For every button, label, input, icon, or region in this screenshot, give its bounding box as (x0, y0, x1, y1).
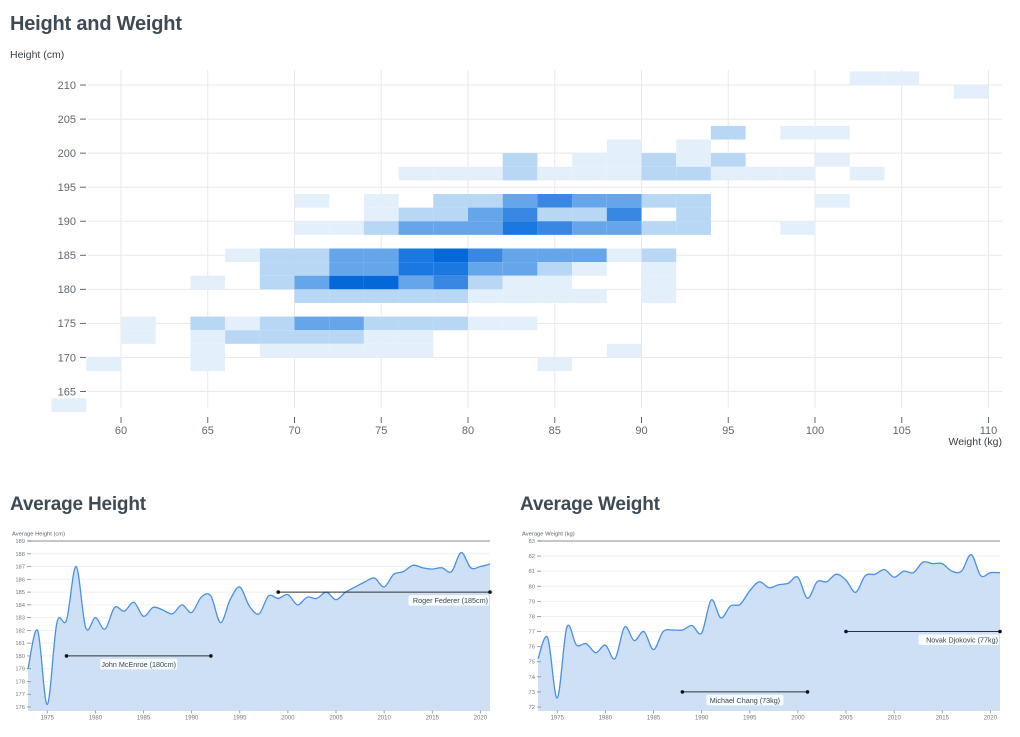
area-y-axis-label: Average Height (cm) (12, 532, 65, 538)
svg-text:188: 188 (15, 552, 25, 558)
svg-text:1985: 1985 (137, 716, 151, 722)
svg-text:76: 76 (529, 645, 535, 651)
svg-text:80: 80 (529, 584, 535, 590)
annotation-label: John McEnroe (180cm) (101, 660, 176, 669)
svg-text:1980: 1980 (89, 716, 103, 722)
svg-text:182: 182 (15, 628, 25, 634)
svg-text:189: 189 (15, 539, 25, 545)
svg-text:78: 78 (529, 614, 535, 620)
svg-text:179: 179 (15, 667, 25, 673)
heatmap-gridlines (88, 70, 1002, 408)
svg-text:83: 83 (529, 539, 535, 545)
svg-text:2015: 2015 (426, 716, 440, 722)
svg-text:185: 185 (58, 250, 76, 262)
svg-text:180: 180 (58, 284, 76, 296)
heatmap-plot: 165 170 175 180 185 190 195 200 205 210 60 65 70 75 80… (51, 70, 1002, 437)
svg-text:75: 75 (529, 660, 535, 666)
svg-text:74: 74 (529, 675, 536, 681)
svg-text:181: 181 (15, 641, 25, 647)
annotation: Roger Federer (185cm) (276, 590, 492, 606)
annotation: John McEnroe (180cm) (64, 654, 213, 670)
svg-text:1975: 1975 (551, 716, 565, 722)
svg-text:1980: 1980 (599, 716, 613, 722)
svg-text:205: 205 (58, 114, 76, 126)
area-fill (538, 554, 1000, 711)
svg-text:85: 85 (549, 425, 561, 437)
svg-text:165: 165 (58, 386, 76, 398)
svg-text:180: 180 (15, 654, 25, 660)
svg-text:105: 105 (893, 425, 911, 437)
svg-text:1995: 1995 (743, 716, 757, 722)
area-fill (28, 552, 490, 711)
svg-text:100: 100 (806, 425, 824, 437)
svg-text:2020: 2020 (984, 716, 998, 722)
svg-text:2005: 2005 (839, 716, 853, 722)
svg-text:175: 175 (58, 318, 76, 330)
svg-text:1975: 1975 (41, 716, 55, 722)
svg-text:72: 72 (529, 705, 535, 711)
svg-text:81: 81 (529, 569, 535, 575)
svg-text:195: 195 (58, 182, 76, 194)
svg-text:185: 185 (15, 590, 25, 596)
svg-text:1990: 1990 (185, 716, 199, 722)
svg-text:2010: 2010 (377, 716, 391, 722)
svg-text:75: 75 (375, 425, 387, 437)
svg-text:80: 80 (462, 425, 474, 437)
area-axes: 83 82 81 80 79 78 77 76 75 74 73 72 1975 1980 1985 1990… (522, 532, 998, 722)
svg-text:2005: 2005 (329, 716, 343, 722)
heatmap-y-axis-label: Height (cm) (10, 49, 65, 61)
svg-text:1990: 1990 (695, 716, 709, 722)
svg-text:2000: 2000 (791, 716, 805, 722)
svg-text:82: 82 (529, 554, 535, 560)
average-height-plot: 189 188 187 186 185 184 183 182 181 180 179 178 177 1… (12, 532, 492, 722)
annotation-label: Michael Chang (73kg) (710, 696, 780, 705)
average-height-title: Average Height (10, 494, 146, 515)
svg-text:184: 184 (15, 603, 25, 609)
svg-text:190: 190 (58, 216, 76, 228)
svg-text:187: 187 (15, 565, 25, 571)
area-line (537, 553, 1001, 699)
svg-text:60: 60 (115, 425, 127, 437)
heatmap-title: Height and Weight (10, 13, 182, 35)
heatmap-cells (51, 71, 989, 412)
area-y-axis-label: Average Weight (kg) (522, 532, 575, 538)
svg-text:1995: 1995 (233, 716, 247, 722)
annotation: Novak Djokovic (77kg) (844, 629, 1002, 646)
heatmap-axes: 165 170 175 180 185 190 195 200 205 210 60 65 70 75 80… (58, 80, 998, 437)
svg-text:90: 90 (635, 425, 647, 437)
svg-text:170: 170 (58, 352, 76, 364)
svg-text:2020: 2020 (474, 716, 488, 722)
svg-text:210: 210 (58, 80, 76, 92)
average-weight-title: Average Weight (520, 494, 660, 515)
svg-text:65: 65 (202, 425, 214, 437)
svg-text:186: 186 (15, 577, 25, 583)
average-weight-plot: 83 82 81 80 79 78 77 76 75 74 73 72 1975 1980 1985 1990… (522, 532, 1002, 722)
svg-text:2000: 2000 (281, 716, 295, 722)
svg-text:79: 79 (529, 599, 535, 605)
svg-text:177: 177 (15, 692, 25, 698)
area-axes: 189 188 187 186 185 184 183 182 181 180 179 178 177 1… (12, 532, 488, 722)
heatmap-x-axis-label: Weight (kg) (948, 436, 1003, 448)
svg-text:70: 70 (288, 425, 300, 437)
svg-text:73: 73 (529, 690, 535, 696)
svg-text:183: 183 (15, 616, 25, 622)
svg-text:200: 200 (58, 148, 76, 160)
annotation-label: Novak Djokovic (77kg) (926, 636, 998, 645)
svg-text:95: 95 (722, 425, 734, 437)
svg-text:110: 110 (980, 425, 998, 437)
area-line (27, 551, 491, 706)
svg-text:77: 77 (529, 630, 535, 636)
svg-text:2010: 2010 (887, 716, 901, 722)
annotation: Michael Chang (73kg) (680, 690, 810, 706)
svg-text:2015: 2015 (936, 716, 950, 722)
svg-text:176: 176 (15, 705, 25, 711)
annotation-label: Roger Federer (185cm) (413, 596, 488, 605)
svg-text:1985: 1985 (647, 716, 661, 722)
svg-text:178: 178 (15, 679, 25, 685)
